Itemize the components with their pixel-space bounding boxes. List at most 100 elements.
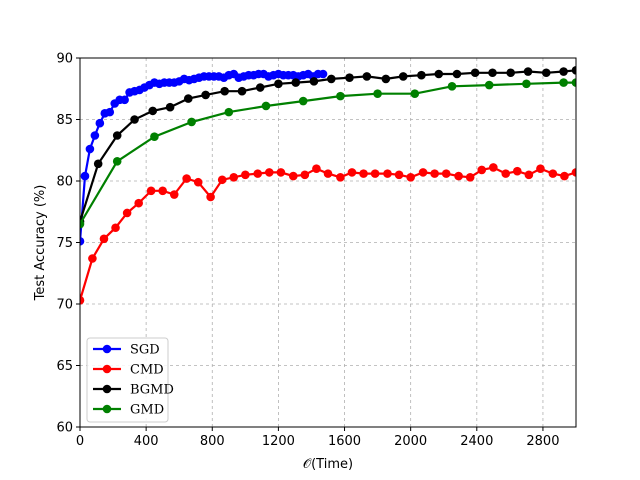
legend-label: CMD <box>130 363 164 378</box>
data-point <box>90 131 100 140</box>
series-group <box>80 66 576 305</box>
data-point <box>85 144 95 154</box>
data-point <box>187 117 196 127</box>
data-point <box>134 198 143 208</box>
data-point <box>265 168 274 177</box>
data-point <box>513 166 522 176</box>
data-point <box>571 168 576 177</box>
data-point <box>80 219 85 229</box>
data-point <box>347 168 357 177</box>
data-point <box>220 86 229 96</box>
series-bgmd <box>80 66 576 226</box>
y-tick-label: 60 <box>56 421 73 436</box>
data-point <box>201 90 210 100</box>
series-sgd <box>80 69 328 246</box>
data-point <box>80 296 85 305</box>
data-point <box>217 175 227 185</box>
x-tick-label: 2000 <box>394 434 427 449</box>
data-point <box>298 96 308 106</box>
x-tick-label: 0 <box>76 434 84 449</box>
x-tick-label: 800 <box>200 434 225 449</box>
data-point <box>241 170 250 180</box>
data-point <box>489 163 498 172</box>
data-point <box>541 68 551 78</box>
legend-marker <box>102 404 112 414</box>
data-point <box>452 69 462 79</box>
legend: SGD CMD BGMD GMD <box>86 337 174 423</box>
data-point <box>288 171 298 181</box>
data-point <box>418 168 428 177</box>
data-point <box>559 67 568 76</box>
legend-label: SGD <box>130 343 160 358</box>
data-point <box>560 171 569 181</box>
data-point <box>318 69 328 79</box>
data-point <box>291 78 301 87</box>
data-point <box>571 78 576 87</box>
data-point <box>150 132 159 142</box>
data-point <box>183 94 193 103</box>
data-point <box>224 107 234 117</box>
series-cmd <box>80 163 576 305</box>
data-point <box>394 170 404 180</box>
data-point <box>182 174 191 183</box>
legend-marker <box>102 344 112 354</box>
legend-item: SGD <box>93 343 160 358</box>
y-tick-label: 80 <box>56 175 73 190</box>
data-point <box>95 118 105 128</box>
data-point <box>327 74 336 84</box>
data-point <box>323 169 333 178</box>
data-point <box>206 192 215 202</box>
data-point <box>253 169 263 178</box>
data-point <box>536 164 545 173</box>
data-point <box>312 164 321 173</box>
data-point <box>370 169 380 178</box>
data-point <box>80 171 90 181</box>
data-point <box>501 169 511 178</box>
data-point <box>434 69 444 79</box>
data-point <box>274 79 283 89</box>
data-point <box>441 169 451 178</box>
data-point <box>93 159 103 169</box>
data-point <box>229 173 239 182</box>
data-point <box>146 186 156 196</box>
data-point <box>99 234 109 244</box>
data-point <box>465 173 475 182</box>
data-point <box>430 169 439 178</box>
y-tick-label: 90 <box>56 52 73 67</box>
y-axis-label: Test Accuracy (%) <box>33 185 48 302</box>
data-point <box>105 107 115 117</box>
data-point <box>193 177 203 187</box>
y-tick-label: 75 <box>56 236 73 251</box>
data-point <box>447 81 457 91</box>
legend-marker <box>102 364 112 374</box>
y-tick-label: 65 <box>56 359 73 374</box>
data-point <box>470 68 480 78</box>
legend-item: GMD <box>93 403 164 418</box>
x-axis-ticks: 0 400 800 1200 1600 2000 2400 2800 <box>76 427 559 449</box>
data-point <box>309 77 319 86</box>
data-point <box>548 169 558 178</box>
data-point <box>524 170 534 180</box>
data-point <box>148 106 158 116</box>
data-point <box>506 68 515 78</box>
x-tick-label: 2800 <box>526 434 559 449</box>
data-point <box>255 83 265 92</box>
data-point <box>373 89 382 98</box>
data-point <box>484 80 494 90</box>
data-point <box>130 115 139 124</box>
data-point <box>345 73 354 82</box>
legend-item: CMD <box>93 363 164 378</box>
data-point <box>523 67 533 76</box>
data-point <box>112 157 122 166</box>
x-axis-label: 𝒪(Time) <box>303 457 353 472</box>
data-point <box>336 91 345 101</box>
y-axis-ticks: 60 65 70 75 80 85 90 <box>56 52 80 436</box>
data-point <box>417 70 426 80</box>
data-point <box>362 72 372 81</box>
data-point <box>120 95 129 105</box>
legend-box <box>86 337 169 423</box>
x-tick-label: 1200 <box>262 434 295 449</box>
data-point <box>261 101 271 111</box>
data-point <box>122 208 132 218</box>
data-point <box>237 86 247 96</box>
